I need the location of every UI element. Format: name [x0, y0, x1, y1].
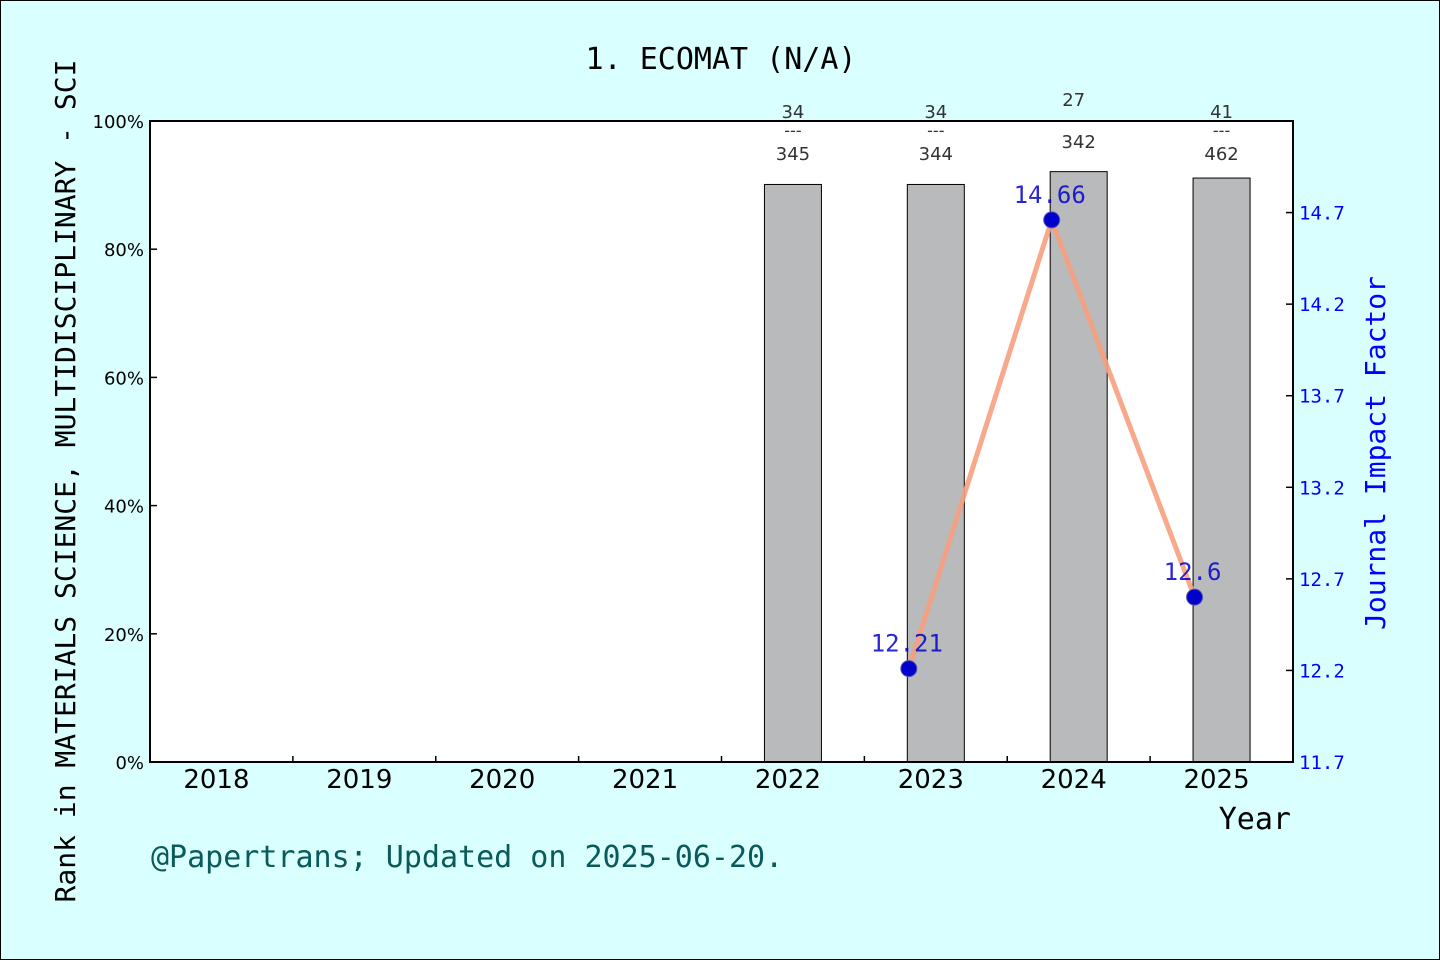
- x-tick-label-2019: 2019: [326, 765, 392, 795]
- x-tick-label-2025: 2025: [1183, 765, 1249, 795]
- right-tick-label: 12.7: [1299, 569, 1345, 591]
- bar-rank-separator: ---: [927, 121, 944, 140]
- chart-title: 1. ECOMAT (N/A): [586, 42, 857, 77]
- x-tick-label-2022: 2022: [755, 765, 821, 795]
- left-tick-label: 0%: [115, 753, 144, 774]
- right-tick-label: 11.7: [1299, 752, 1345, 774]
- bar-2022: [763, 183, 822, 763]
- bar-2024: [1049, 171, 1108, 763]
- x-tick-label-2023: 2023: [898, 765, 964, 795]
- bar-2023: [906, 183, 965, 763]
- bar-2025: [1192, 177, 1251, 763]
- right-tick-label: 14.7: [1299, 203, 1345, 225]
- x-axis-label: Year: [1219, 802, 1291, 837]
- x-tick-label-2018: 2018: [183, 765, 249, 795]
- right-tick-label: 12.2: [1299, 660, 1345, 682]
- bar-rank-label: 41: [1210, 102, 1233, 123]
- left-tick-label: 40%: [104, 497, 144, 518]
- right-tick-label: 13.2: [1299, 477, 1345, 499]
- left-tick-label: 20%: [104, 625, 144, 646]
- impact-factor-point-2025: [1186, 588, 1204, 606]
- impact-factor-label-2025: 12.6: [1164, 558, 1222, 586]
- right-tick-label: 13.7: [1299, 386, 1345, 408]
- impact-factor-point-2024: [1043, 211, 1061, 229]
- footer-credit: @Papertrans; Updated on 2025-06-20.: [151, 840, 783, 875]
- y-axis-right-label: Journal Impact Factor: [1359, 276, 1392, 630]
- left-tick-label: 100%: [93, 112, 144, 133]
- x-tick-label-2024: 2024: [1041, 765, 1107, 795]
- bar-rank-separator: ---: [784, 121, 801, 140]
- bar-total-label: 342: [1062, 132, 1096, 153]
- impact-factor-label-2023: 12.21: [871, 630, 943, 658]
- x-tick-label-2020: 2020: [469, 765, 535, 795]
- bar-rank-separator: ---: [1213, 121, 1230, 140]
- bar-rank-label: 27: [1062, 90, 1085, 111]
- y-axis-left-label: Rank in MATERIALS SCIENCE, MULTIDISCIPLI…: [49, 60, 82, 903]
- left-tick-label: 80%: [104, 240, 144, 261]
- bar-rank-label: 34: [924, 102, 947, 123]
- plot-area: [150, 121, 1293, 762]
- impact-factor-label-2024: 14.66: [1014, 181, 1086, 209]
- left-tick-label: 60%: [104, 368, 144, 389]
- bar-rank-label: 34: [781, 102, 804, 123]
- bar-total-label: 344: [919, 144, 953, 165]
- x-tick-label-2021: 2021: [612, 765, 678, 795]
- right-tick-label: 14.2: [1299, 294, 1345, 316]
- impact-factor-point-2023: [900, 660, 918, 678]
- bar-total-label: 345: [776, 144, 810, 165]
- bar-total-label: 462: [1204, 144, 1238, 165]
